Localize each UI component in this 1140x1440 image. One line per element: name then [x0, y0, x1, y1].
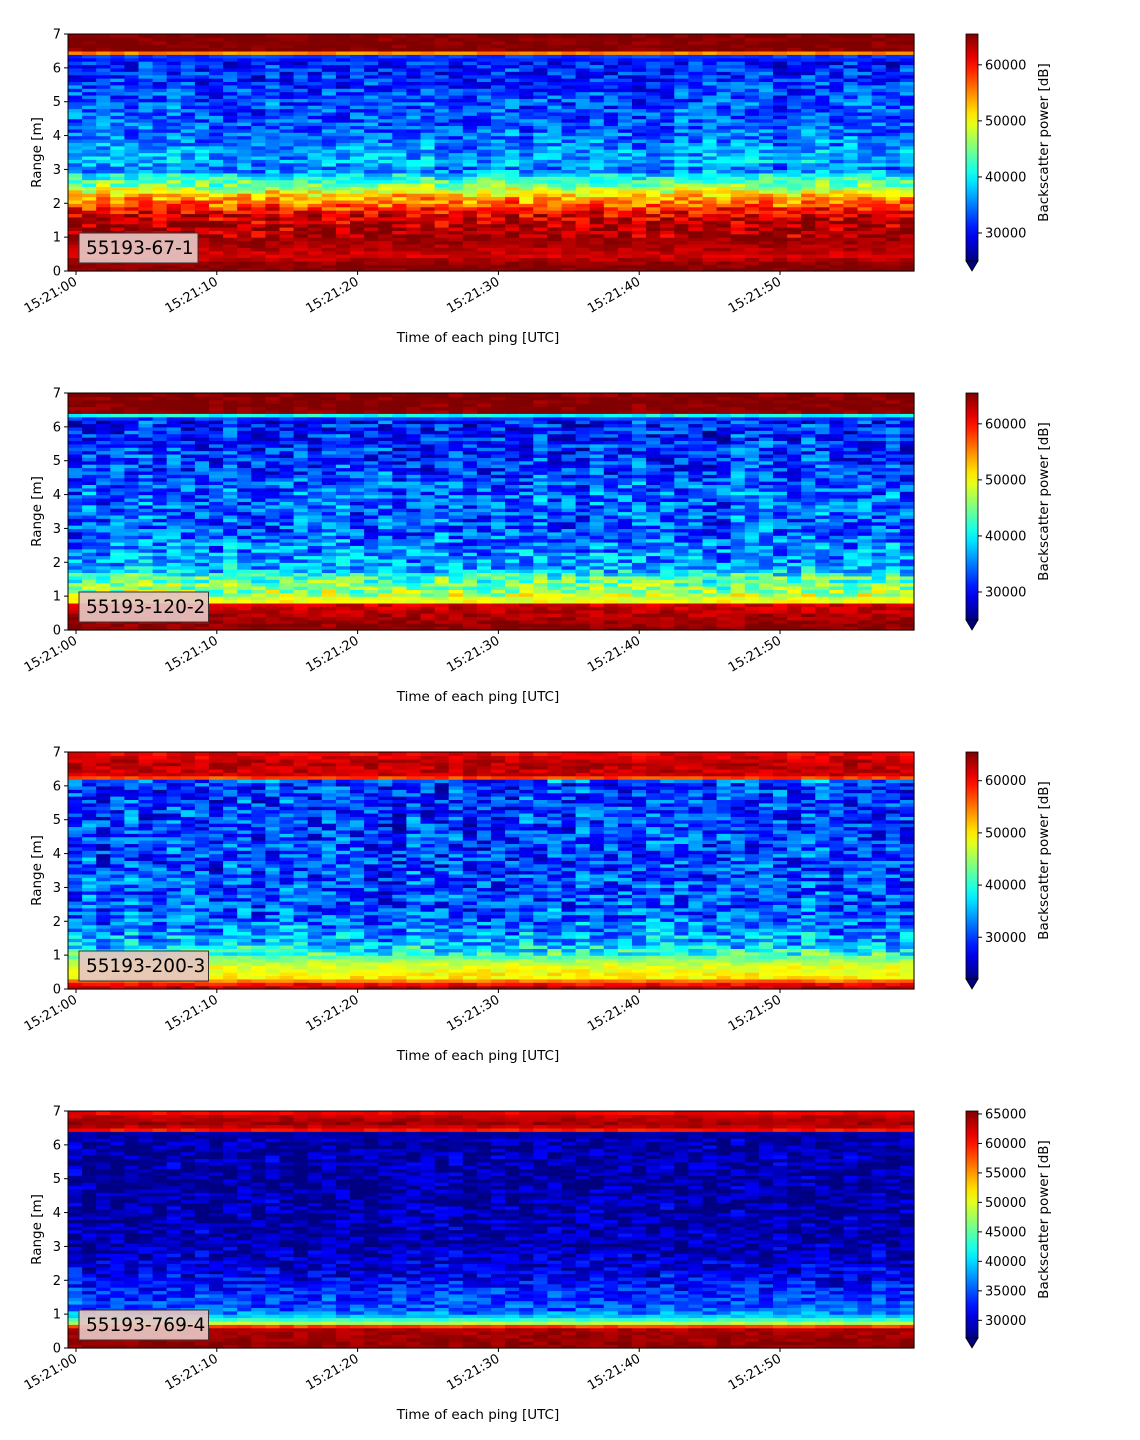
heatmap-cell [181, 34, 196, 38]
heatmap-cell [153, 393, 168, 397]
heatmap-cell [463, 34, 478, 38]
panel-label: 55193-67-1 [86, 238, 194, 259]
heatmap-cell [68, 393, 83, 397]
heatmap-cell [801, 34, 816, 38]
heatmap-cell [562, 34, 577, 38]
heatmap-cell [167, 393, 182, 397]
heatmap-cell [110, 34, 125, 38]
heatmap-cell [110, 393, 125, 397]
colorbar-tick-label: 60000 [985, 58, 1026, 73]
heatmap-cell [815, 34, 830, 38]
heatmap-cell [378, 34, 393, 38]
heatmap-cell [731, 34, 746, 38]
y-tick-label: 1 [53, 231, 61, 246]
heatmap-cell [533, 34, 548, 38]
heatmap-cell [674, 34, 689, 38]
x-tick-label: 15:21:30 [444, 274, 502, 316]
heatmap-cell [139, 393, 154, 397]
heatmap-cell [294, 34, 309, 38]
x-tick-label: 15:21:00 [22, 274, 80, 316]
heatmap-cell [632, 34, 647, 38]
heatmap-cell [96, 393, 111, 397]
heatmap-cell [900, 34, 915, 38]
heatmap-cell [82, 393, 97, 397]
heatmap-cell [703, 34, 718, 38]
heatmap-cell [759, 34, 774, 38]
heatmap-cell [745, 34, 760, 38]
y-tick-label: 5 [53, 95, 61, 110]
heatmap-cell [886, 34, 901, 38]
heatmap-cell [477, 34, 492, 38]
heatmap-cell [195, 393, 210, 397]
heatmap-cell [223, 34, 238, 38]
heatmap-cell [773, 34, 788, 38]
heatmap-cell [251, 34, 266, 38]
heatmap-cell [590, 34, 605, 38]
heatmap-cell [280, 34, 295, 38]
y-tick-label: 3 [53, 163, 61, 178]
heatmap-cell [646, 34, 661, 38]
heatmap-cell [491, 34, 506, 38]
heatmap-cell [547, 34, 562, 38]
x-tick-label: 15:21:50 [726, 274, 784, 316]
colorbar-tick-label: 40000 [985, 170, 1026, 185]
heatmap-cell [660, 34, 675, 38]
panel-1: 0 1 2 3 4 5 6 7 15:21:00 15:21:10 15:21:20 15:21:30… [22, 28, 1052, 347]
colorbar-label: Backscatter power [dB] [1036, 63, 1052, 222]
colorbar: 30000 40000 50000 60000 Backscatter power [d… [966, 34, 1052, 271]
heatmap-cell [237, 34, 252, 38]
heatmap-cell [688, 34, 703, 38]
heatmap-cell [336, 34, 351, 38]
heatmap-cell [322, 34, 337, 38]
heatmap-cell [153, 34, 168, 38]
colorbar-gradient [966, 34, 978, 261]
heatmap-cell [124, 393, 139, 397]
heatmap-cell [787, 34, 802, 38]
y-tick-label: 6 [53, 61, 61, 76]
heatmap-cell [576, 34, 591, 38]
heatmap-cell [392, 34, 407, 38]
heatmap-cell [364, 34, 379, 38]
heatmap-cell [68, 34, 83, 38]
heatmap-cell [406, 34, 421, 38]
x-tick-label: 15:21:20 [304, 274, 362, 316]
y-tick-label: 2 [53, 197, 61, 212]
heatmap-cell [82, 34, 97, 38]
heatmap-cell [449, 34, 464, 38]
heatmap-cell [96, 34, 111, 38]
colorbar-extend-triangle [966, 261, 978, 271]
colorbar-tick-label: 50000 [985, 114, 1026, 129]
heatmap-cell [167, 34, 182, 38]
heatmap-cell [350, 34, 365, 38]
heatmap-cell [421, 34, 436, 38]
heatmap-cell [209, 34, 224, 38]
heatmap-cell [195, 34, 210, 38]
heatmap-cell [124, 34, 139, 38]
y-axis-label: Range [m] [29, 117, 45, 188]
y-tick-label: 4 [53, 129, 61, 144]
y-tick-label: 7 [53, 28, 61, 43]
y-tick-label: 0 [53, 265, 61, 280]
heatmap-cell [717, 34, 732, 38]
heatmap-cell [858, 34, 873, 38]
heatmap-cell [844, 34, 859, 38]
heatmap-cell [618, 34, 633, 38]
heatmap-cell [604, 34, 619, 38]
heatmap-cell [519, 34, 534, 38]
heatmap-cell [181, 393, 196, 397]
x-tick-label: 15:21:40 [585, 274, 643, 316]
heatmap-cell [829, 34, 844, 38]
heatmap-cell [872, 34, 887, 38]
x-tick-label: 15:21:10 [163, 274, 221, 316]
heatmap-cell [265, 34, 280, 38]
heatmap-cell [435, 34, 450, 38]
heatmap-cell [308, 34, 323, 38]
x-axis-label: Time of each ping [UTC] [396, 330, 560, 346]
heatmap-cell [505, 34, 520, 38]
colorbar-tick-label: 30000 [985, 226, 1026, 241]
heatmap-cell [139, 34, 154, 38]
